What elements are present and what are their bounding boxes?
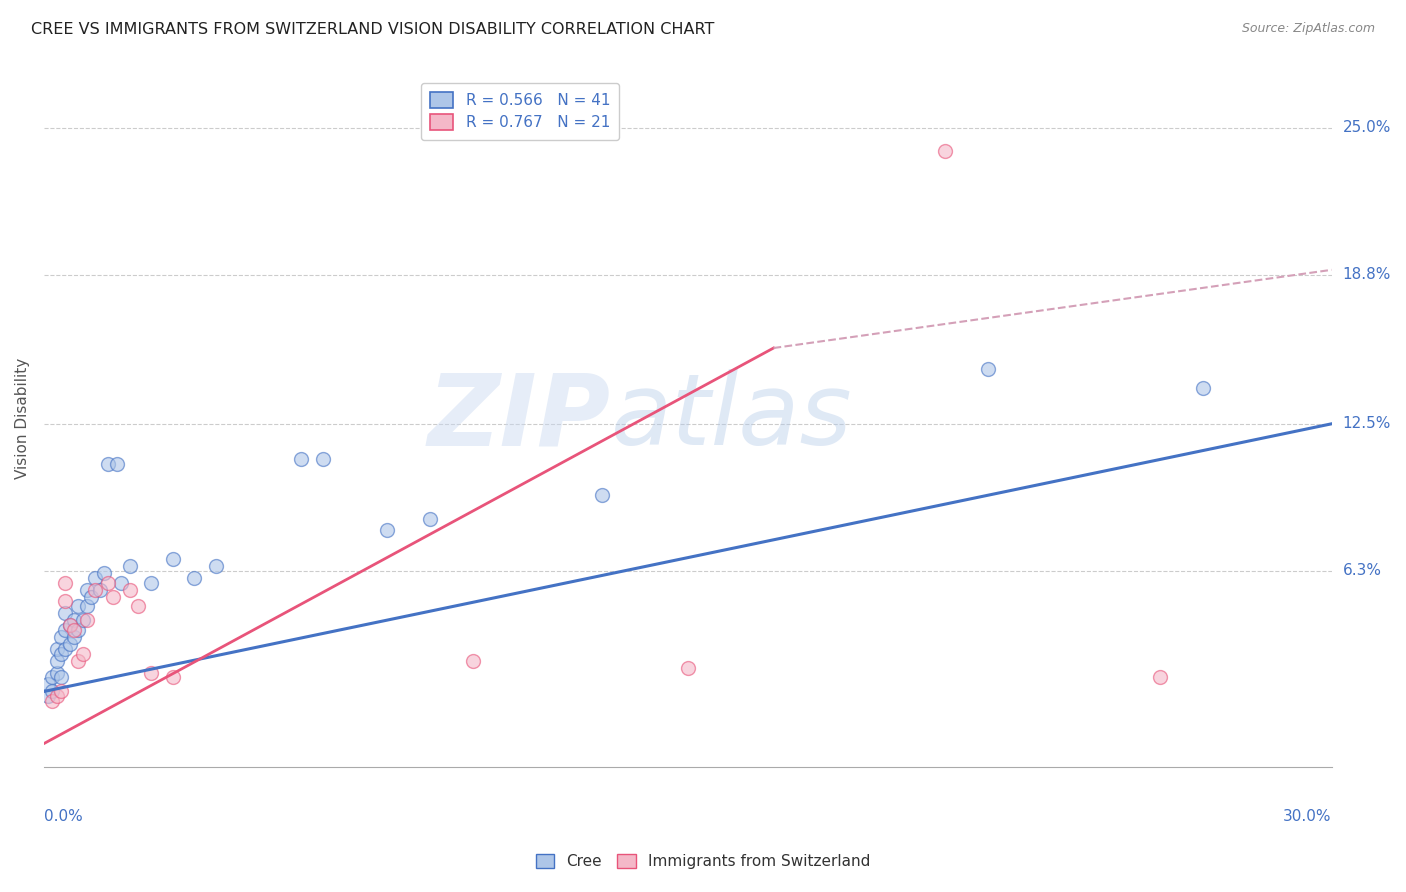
Point — [45, 665, 67, 680]
Point — [162, 670, 184, 684]
Point — [419, 511, 441, 525]
Point — [89, 582, 111, 597]
Point — [105, 457, 128, 471]
Point — [76, 599, 98, 614]
Point — [101, 590, 124, 604]
Point — [41, 694, 63, 708]
Point — [84, 571, 107, 585]
Text: 12.5%: 12.5% — [1343, 417, 1391, 432]
Point — [375, 524, 398, 538]
Text: atlas: atlas — [610, 369, 852, 467]
Point — [118, 582, 141, 597]
Point — [84, 582, 107, 597]
Point — [59, 618, 82, 632]
Point — [59, 637, 82, 651]
Point — [97, 575, 120, 590]
Point — [41, 670, 63, 684]
Point — [49, 630, 72, 644]
Y-axis label: Vision Disability: Vision Disability — [15, 358, 30, 478]
Point — [80, 590, 103, 604]
Point — [110, 575, 132, 590]
Point — [53, 594, 76, 608]
Point — [63, 614, 86, 628]
Point — [162, 551, 184, 566]
Point — [141, 665, 163, 680]
Point — [49, 684, 72, 698]
Point — [63, 623, 86, 637]
Point — [204, 558, 226, 573]
Point — [45, 654, 67, 668]
Text: 30.0%: 30.0% — [1284, 809, 1331, 824]
Point — [72, 647, 94, 661]
Point — [183, 571, 205, 585]
Point — [45, 641, 67, 656]
Point — [53, 607, 76, 621]
Text: 18.8%: 18.8% — [1343, 267, 1391, 282]
Point — [76, 582, 98, 597]
Point — [67, 623, 90, 637]
Point — [977, 362, 1000, 376]
Point — [676, 661, 699, 675]
Point — [1149, 670, 1171, 684]
Point — [49, 647, 72, 661]
Point — [72, 614, 94, 628]
Point — [591, 488, 613, 502]
Point — [67, 654, 90, 668]
Text: 0.0%: 0.0% — [44, 809, 83, 824]
Point — [127, 599, 149, 614]
Legend: Cree, Immigrants from Switzerland: Cree, Immigrants from Switzerland — [530, 848, 876, 875]
Point — [461, 654, 484, 668]
Point — [67, 599, 90, 614]
Text: 6.3%: 6.3% — [1343, 563, 1382, 578]
Point — [97, 457, 120, 471]
Point — [37, 690, 59, 704]
Point — [45, 690, 67, 704]
Point — [1191, 381, 1213, 395]
Point — [312, 452, 335, 467]
Point — [49, 670, 72, 684]
Text: 25.0%: 25.0% — [1343, 120, 1391, 136]
Point — [934, 145, 956, 159]
Point — [41, 684, 63, 698]
Point — [93, 566, 115, 580]
Point — [118, 558, 141, 573]
Point — [53, 623, 76, 637]
Legend: R = 0.566   N = 41, R = 0.767   N = 21: R = 0.566 N = 41, R = 0.767 N = 21 — [422, 83, 619, 139]
Text: Source: ZipAtlas.com: Source: ZipAtlas.com — [1241, 22, 1375, 36]
Point — [141, 575, 163, 590]
Point — [37, 677, 59, 691]
Point — [76, 614, 98, 628]
Point — [290, 452, 312, 467]
Point — [59, 618, 82, 632]
Point — [53, 641, 76, 656]
Text: CREE VS IMMIGRANTS FROM SWITZERLAND VISION DISABILITY CORRELATION CHART: CREE VS IMMIGRANTS FROM SWITZERLAND VISI… — [31, 22, 714, 37]
Point — [63, 630, 86, 644]
Point — [53, 575, 76, 590]
Text: ZIP: ZIP — [427, 369, 610, 467]
